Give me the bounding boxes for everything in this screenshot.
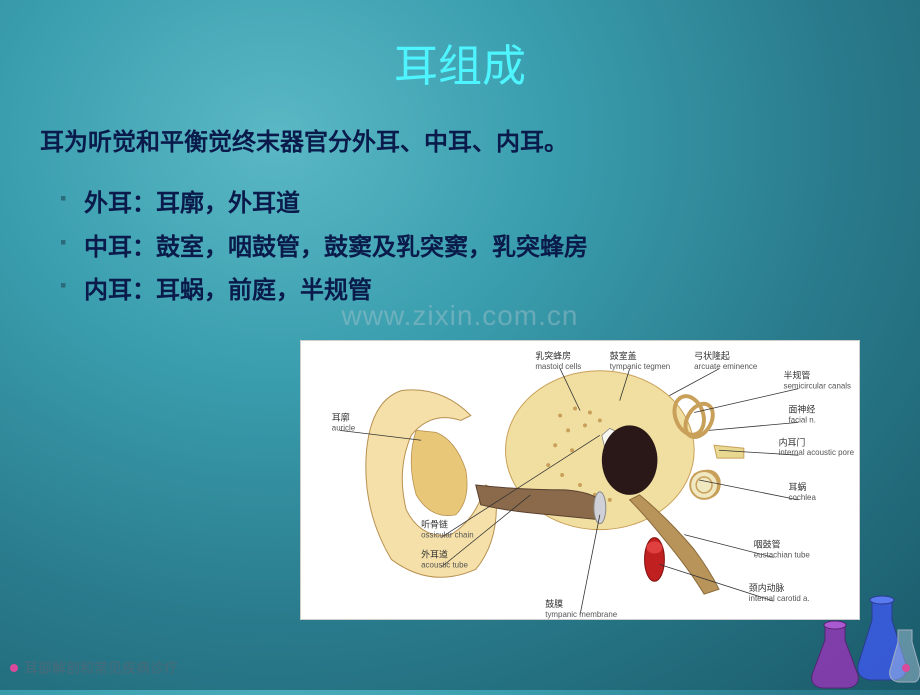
svg-text:耳蜗: 耳蜗 [789,482,807,492]
svg-text:facial n.: facial n. [789,415,816,424]
slide-container: 耳组成 耳为听觉和平衡觉终末器官分外耳、中耳、内耳。 外耳：耳廓，外耳道 中耳：… [0,0,920,690]
svg-text:tympanic membrane: tympanic membrane [545,610,617,619]
svg-text:耳廓: 耳廓 [332,411,350,422]
svg-text:arcuate eminence: arcuate eminence [694,362,758,371]
cochlea [690,471,719,499]
ear-svg: 乳突蜂房mastoid cells鼓室盖tympanic tegmen弓状隆起a… [301,341,859,619]
footer: 耳部解剖和常见疾病诊疗 [10,658,910,678]
svg-text:鼓膜: 鼓膜 [545,598,563,609]
svg-text:咽鼓管: 咽鼓管 [754,539,781,550]
footer-dot-left [10,664,18,672]
svg-text:eustachian tube: eustachian tube [754,550,811,559]
svg-text:cochlea: cochlea [789,493,817,502]
footer-dot-right [902,664,910,672]
carotid-lumen [647,542,663,554]
svg-text:弓状隆起: 弓状隆起 [694,350,730,361]
footer-left: 耳部解剖和常见疾病诊疗 [10,658,178,678]
footer-text: 耳部解剖和常见疾病诊疗 [24,658,178,678]
bullet-outer-ear: 外耳：耳廓，外耳道 [60,182,880,225]
svg-text:auricle: auricle [332,423,356,432]
intro-text: 耳为听觉和平衡觉终末器官分外耳、中耳、内耳。 [40,124,880,162]
bullet-list: 外耳：耳廓，外耳道 中耳：鼓室，咽鼓管，鼓窦及乳突窦，乳突蜂房 内耳：耳蜗，前庭… [40,182,880,312]
svg-text:鼓室盖: 鼓室盖 [610,350,637,361]
svg-text:internal acoustic pore: internal acoustic pore [779,448,855,457]
tympanic-membrane [594,492,606,524]
svg-text:听骨链: 听骨链 [421,519,448,530]
svg-text:semicircular canals: semicircular canals [784,382,852,391]
svg-text:tympanic tegmen: tympanic tegmen [610,362,670,371]
ear-anatomy-diagram: 乳突蜂房mastoid cells鼓室盖tympanic tegmen弓状隆起a… [300,340,860,620]
slide-title: 耳组成 [40,30,880,94]
svg-text:acoustic tube: acoustic tube [421,560,468,569]
ear-inner-fold [411,430,467,515]
svg-text:半规管: 半规管 [784,370,811,381]
svg-text:面神经: 面神经 [789,403,816,414]
bullet-inner-ear: 内耳：耳蜗，前庭，半规管 [60,269,880,312]
svg-text:ossicular chain: ossicular chain [421,531,474,540]
svg-text:内耳门: 内耳门 [779,436,806,447]
middle-ear-cavity [602,425,658,495]
svg-text:外耳道: 外耳道 [421,548,448,559]
bullet-middle-ear: 中耳：鼓室，咽鼓管，鼓窦及乳突窦，乳突蜂房 [60,226,880,269]
svg-text:乳突蜂房: 乳突蜂房 [535,350,571,361]
svg-text:mastoid cells: mastoid cells [535,362,581,371]
